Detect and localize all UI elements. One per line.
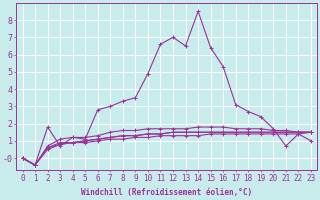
X-axis label: Windchill (Refroidissement éolien,°C): Windchill (Refroidissement éolien,°C) (81, 188, 252, 197)
